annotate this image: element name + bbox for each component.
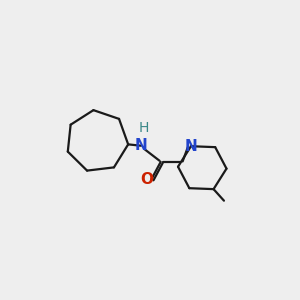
Text: H: H [138,122,148,135]
Text: N: N [184,139,197,154]
Text: O: O [140,172,153,187]
Text: N: N [135,138,147,153]
